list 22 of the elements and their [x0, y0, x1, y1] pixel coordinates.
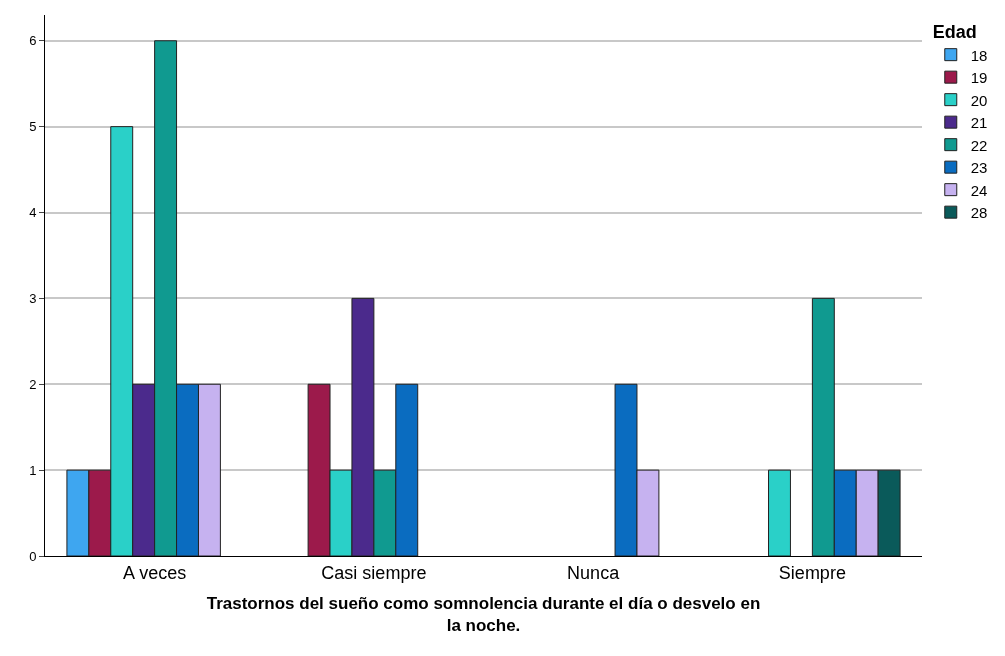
bar	[768, 469, 791, 556]
legend-label: 28	[970, 204, 988, 221]
legend-label: 22	[970, 136, 988, 154]
y-tick-label: 1	[29, 462, 37, 478]
x-tick-label: A veces	[123, 562, 187, 583]
y-tick-label: 2	[29, 376, 37, 392]
x-tick-label: Siempre	[778, 562, 846, 583]
x-tick-label: Nunca	[567, 562, 621, 583]
y-tick-label: 6	[29, 33, 37, 49]
legend-label: 19	[970, 69, 988, 86]
x-axis-title: Trastornos del sueño como somnolencia durante el día o desvelo en la noche.	[206, 594, 761, 636]
legend-label: 23	[970, 159, 988, 176]
legend-label: 20	[970, 91, 988, 109]
y-tick-label: 0	[29, 548, 37, 564]
y-tick-label: 3	[29, 290, 37, 306]
legend-label: 21	[970, 114, 988, 131]
y-tick-label: 5	[29, 119, 37, 135]
y-tick-label: 4	[29, 205, 37, 221]
legend-label: 18	[970, 46, 988, 64]
x-tick-label: Casi siempre	[321, 562, 427, 583]
legend-title: Edad	[932, 22, 977, 43]
legend-label: 24	[970, 181, 988, 199]
